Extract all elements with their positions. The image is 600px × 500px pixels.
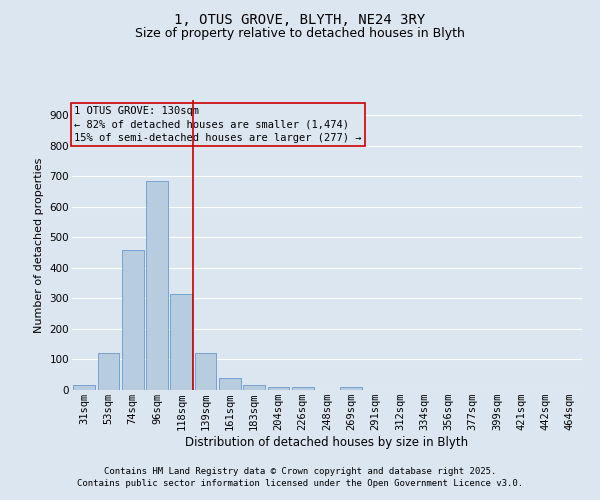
Bar bbox=[340, 387, 362, 390]
Bar bbox=[243, 386, 265, 390]
Bar bbox=[97, 354, 119, 390]
Bar bbox=[219, 378, 241, 390]
Y-axis label: Number of detached properties: Number of detached properties bbox=[34, 158, 44, 332]
Text: 1, OTUS GROVE, BLYTH, NE24 3RY: 1, OTUS GROVE, BLYTH, NE24 3RY bbox=[175, 12, 425, 26]
Bar bbox=[122, 250, 143, 390]
Text: 1 OTUS GROVE: 130sqm
← 82% of detached houses are smaller (1,474)
15% of semi-de: 1 OTUS GROVE: 130sqm ← 82% of detached h… bbox=[74, 106, 362, 142]
Text: Contains HM Land Registry data © Crown copyright and database right 2025.
Contai: Contains HM Land Registry data © Crown c… bbox=[77, 466, 523, 487]
Bar bbox=[170, 294, 192, 390]
Bar bbox=[268, 387, 289, 390]
X-axis label: Distribution of detached houses by size in Blyth: Distribution of detached houses by size … bbox=[185, 436, 469, 449]
Bar bbox=[194, 354, 217, 390]
Bar bbox=[292, 387, 314, 390]
Bar bbox=[73, 386, 95, 390]
Text: Size of property relative to detached houses in Blyth: Size of property relative to detached ho… bbox=[135, 28, 465, 40]
Bar bbox=[146, 181, 168, 390]
